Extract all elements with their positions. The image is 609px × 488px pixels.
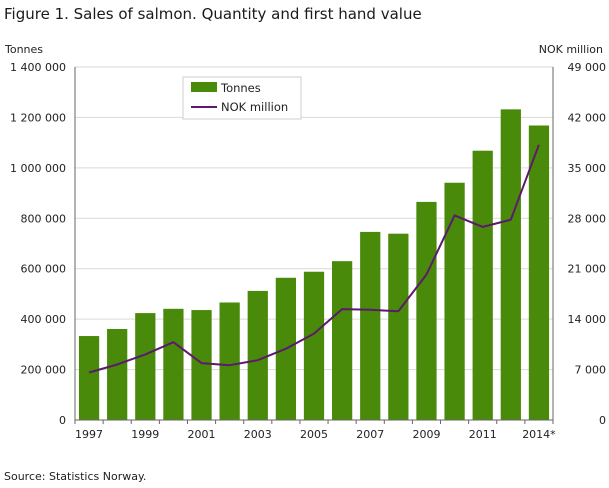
y-left-tick-label: 600 000 <box>21 263 67 276</box>
legend-label-nok: NOK million <box>221 100 288 114</box>
chart-title: Figure 1. Sales of salmon. Quantity and … <box>4 5 422 23</box>
bar-2014* <box>528 125 550 421</box>
bar-2002 <box>219 302 240 420</box>
legend: Tonnes NOK million <box>182 76 302 120</box>
y-right-tick-label: 21 000 <box>568 263 607 276</box>
y-left-tick-label: 1 200 000 <box>10 111 66 124</box>
bar-2007 <box>360 231 381 420</box>
x-tick-label: 2009 <box>412 428 440 441</box>
y-right-tick-label: 14 000 <box>568 313 607 326</box>
y-axis-right-label: NOK million <box>539 43 603 56</box>
bar-2003 <box>247 290 268 420</box>
x-tick-label: 2007 <box>356 428 384 441</box>
bar-2006 <box>331 261 353 420</box>
legend-swatch-tonnes <box>191 82 217 92</box>
y-right-tick-label: 42 000 <box>568 111 607 124</box>
bar-1999 <box>135 313 156 420</box>
y-right-tick-label: 35 000 <box>568 162 607 175</box>
x-tick-label: 2003 <box>244 428 272 441</box>
bar-1998 <box>107 328 128 420</box>
x-tick-label: 2005 <box>300 428 328 441</box>
bar-2001 <box>191 310 212 420</box>
y-left-tick-label: 0 <box>59 414 66 427</box>
bar-2000 <box>163 308 184 420</box>
y-right-tick-label: 49 000 <box>568 61 607 74</box>
x-tick-label: 1997 <box>75 428 103 441</box>
bar-2011 <box>472 150 493 420</box>
y-left-tick-label: 1 400 000 <box>10 61 66 74</box>
y-right-tick-label: 7 000 <box>575 364 607 377</box>
bar-2010 <box>444 182 465 420</box>
line-series-nok <box>88 144 540 374</box>
y-right-tick-label: 28 000 <box>568 212 607 225</box>
bar-2008 <box>388 233 409 420</box>
axes <box>74 67 554 424</box>
bar-2005 <box>303 271 325 420</box>
bar-2012 <box>500 109 521 421</box>
y-right-tick-label: 0 <box>599 414 606 427</box>
x-tick-label: 2011 <box>469 428 497 441</box>
y-left-tick-label: 800 000 <box>21 212 67 225</box>
x-tick-label: 1999 <box>131 428 159 441</box>
y-left-tick-label: 400 000 <box>21 313 67 326</box>
bar-1997 <box>78 336 100 420</box>
y-axis-left-label: Tonnes <box>4 43 43 56</box>
x-tick-label: 2001 <box>188 428 216 441</box>
tick-labels: 0 200 000 400 000 600 000 800 000 1 000 000 1 … <box>10 61 606 441</box>
bar-series <box>78 109 550 421</box>
y-left-tick-label: 1 000 000 <box>10 162 66 175</box>
x-tick-label: 2014* <box>522 428 556 441</box>
y-left-tick-label: 200 000 <box>21 364 67 377</box>
bar-2009 <box>416 201 437 420</box>
legend-label-tonnes: Tonnes <box>220 81 261 95</box>
source-note: Source: Statistics Norway. <box>4 470 147 483</box>
